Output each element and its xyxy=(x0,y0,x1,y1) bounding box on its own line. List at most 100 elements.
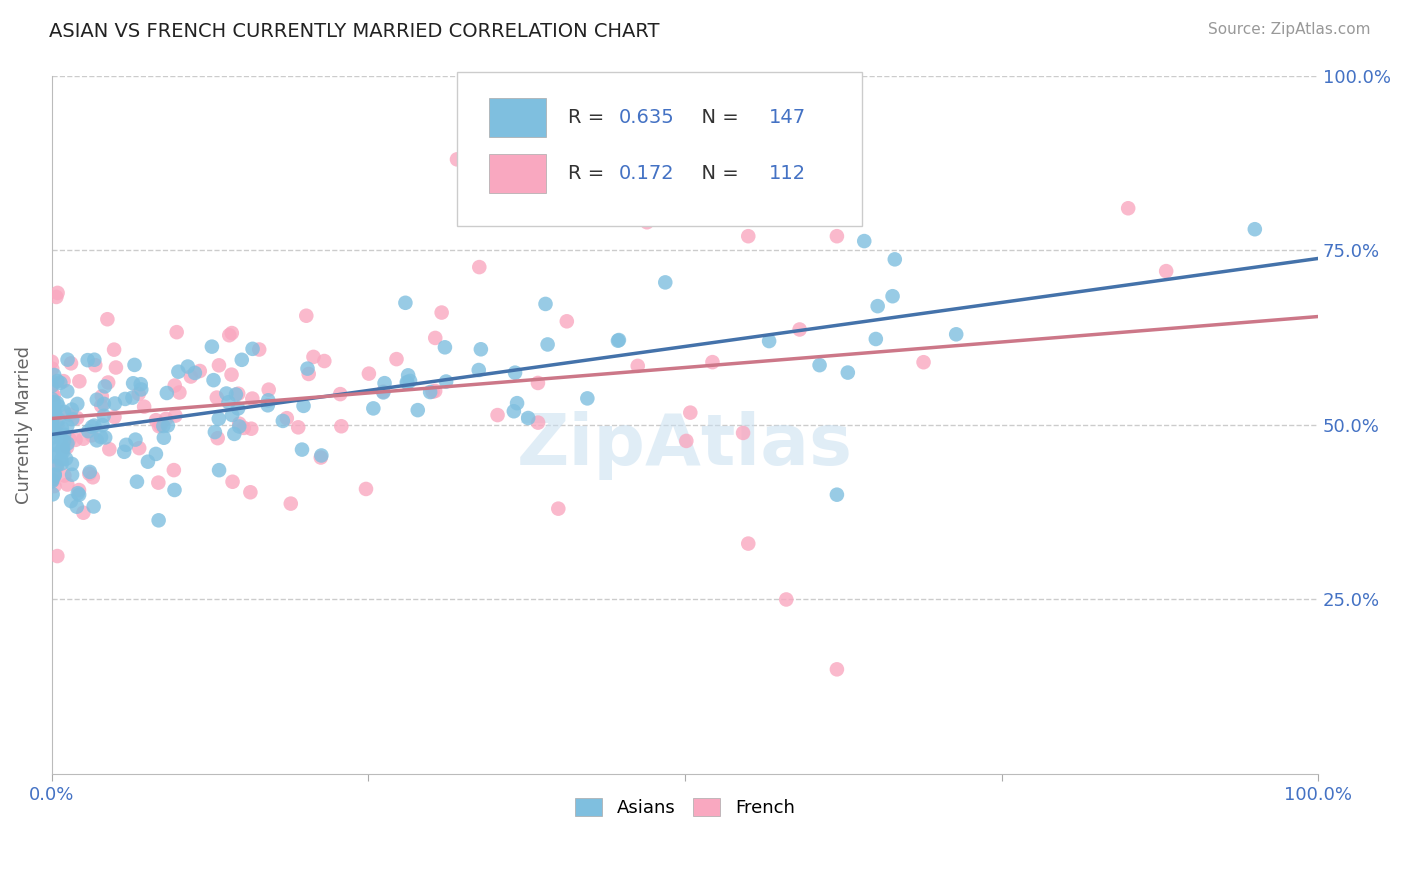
Point xyxy=(60,457,83,471)
Point xyxy=(48,412,70,426)
Point xyxy=(41,414,63,428)
Point xyxy=(45,425,67,439)
Text: Source: ZipAtlas.com: Source: ZipAtlas.com xyxy=(1208,22,1371,37)
Point xyxy=(42,388,65,402)
Point xyxy=(67,483,90,497)
Point xyxy=(311,449,333,463)
FancyBboxPatch shape xyxy=(489,98,546,136)
Point xyxy=(46,374,69,388)
Point xyxy=(41,400,63,414)
Text: ZipAtlas: ZipAtlas xyxy=(517,411,853,480)
Point xyxy=(225,387,247,401)
Point xyxy=(865,332,887,346)
Point xyxy=(218,395,240,409)
Point xyxy=(169,385,191,400)
Point xyxy=(129,377,152,392)
Point xyxy=(808,358,831,372)
Point xyxy=(90,399,112,413)
Point xyxy=(912,355,935,369)
Point xyxy=(354,482,377,496)
Point xyxy=(837,366,859,380)
Point xyxy=(374,376,396,391)
Point xyxy=(470,343,492,357)
Point xyxy=(41,475,63,489)
Point xyxy=(302,350,325,364)
Point xyxy=(228,419,250,434)
Point xyxy=(46,549,69,563)
Point xyxy=(257,383,280,397)
Point xyxy=(240,392,263,406)
Point xyxy=(86,434,108,448)
Point xyxy=(201,340,224,354)
Point xyxy=(396,376,419,390)
Point xyxy=(41,355,63,369)
Point xyxy=(502,404,524,418)
Point xyxy=(166,325,188,339)
Point xyxy=(309,450,332,465)
Point xyxy=(468,260,491,274)
Point xyxy=(882,289,904,303)
Point xyxy=(45,425,67,440)
Point xyxy=(60,402,83,417)
Point xyxy=(121,391,143,405)
Text: R =: R = xyxy=(568,164,612,183)
Text: N =: N = xyxy=(689,108,745,127)
Point xyxy=(239,485,262,500)
Point xyxy=(44,468,66,483)
Point xyxy=(373,385,395,400)
Point xyxy=(775,592,797,607)
Point xyxy=(67,488,90,502)
Point xyxy=(56,352,79,367)
Point xyxy=(52,444,75,458)
Point xyxy=(72,432,94,446)
Point xyxy=(357,367,380,381)
Point xyxy=(41,361,63,376)
Point xyxy=(385,352,408,367)
Point xyxy=(67,374,90,388)
Point xyxy=(256,398,278,412)
Point xyxy=(177,359,200,374)
Point xyxy=(153,431,176,445)
Point xyxy=(737,229,759,244)
Point xyxy=(96,312,118,326)
Point xyxy=(825,229,848,244)
Point xyxy=(94,430,117,444)
Point xyxy=(83,500,105,514)
Point xyxy=(202,373,225,387)
Point xyxy=(42,417,65,431)
Point xyxy=(758,334,780,348)
Point xyxy=(90,430,112,444)
Point xyxy=(271,414,294,428)
Point xyxy=(314,354,336,368)
Point xyxy=(866,299,889,313)
Point xyxy=(56,418,79,433)
Point xyxy=(80,428,103,442)
Point xyxy=(53,468,76,483)
Text: N =: N = xyxy=(689,164,745,183)
Point xyxy=(82,470,104,484)
Point xyxy=(825,488,848,502)
Point xyxy=(280,497,302,511)
Point xyxy=(654,276,676,290)
Point xyxy=(627,359,650,373)
Text: ASIAN VS FRENCH CURRENTLY MARRIED CORRELATION CHART: ASIAN VS FRENCH CURRENTLY MARRIED CORREL… xyxy=(49,22,659,41)
Point xyxy=(51,452,73,467)
Point xyxy=(122,376,145,391)
Point xyxy=(576,392,599,406)
Point xyxy=(446,153,468,167)
Point xyxy=(534,297,557,311)
Point xyxy=(215,386,238,401)
Point xyxy=(425,384,447,398)
Point xyxy=(247,343,270,357)
Point xyxy=(607,333,630,347)
Point xyxy=(419,385,441,400)
Point xyxy=(945,327,967,342)
Point xyxy=(148,419,170,434)
Point xyxy=(66,486,89,500)
Point xyxy=(42,408,65,422)
Legend: Asians, French: Asians, French xyxy=(568,790,801,824)
Point xyxy=(1116,201,1139,215)
Point xyxy=(396,368,419,383)
Point xyxy=(394,295,416,310)
Point xyxy=(232,421,254,435)
